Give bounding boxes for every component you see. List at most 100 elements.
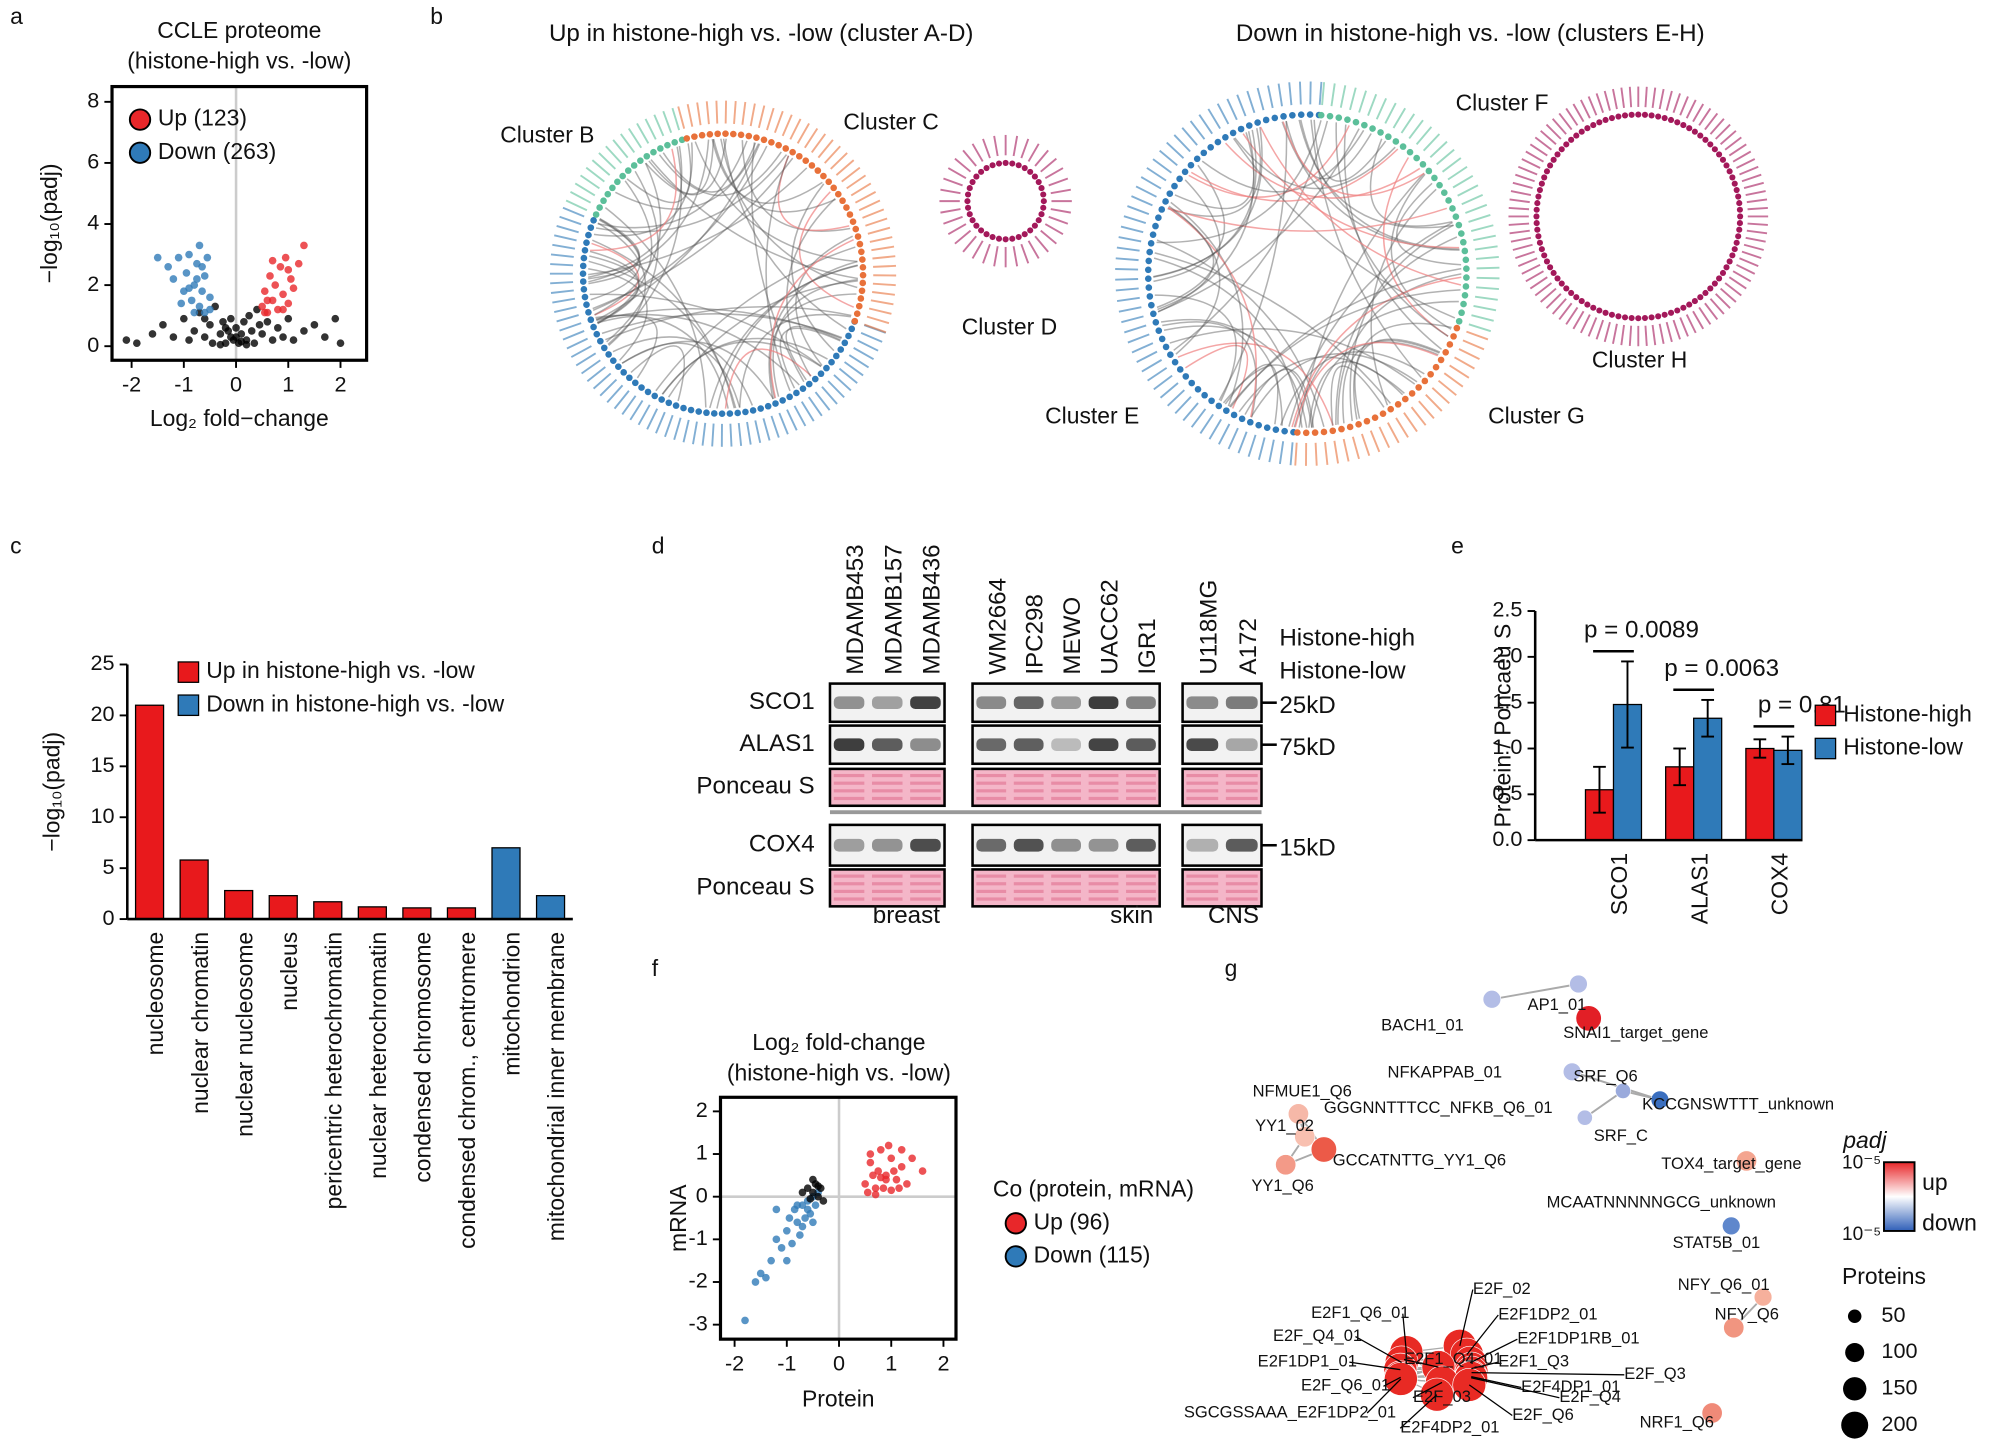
- gene-label-stub: [1431, 387, 1450, 405]
- gene-label-stub: [1208, 418, 1222, 440]
- gene-label-stub: [1333, 440, 1340, 464]
- ring-node: [772, 400, 779, 407]
- gene-label-stub: [1408, 119, 1424, 140]
- gene-label-stub: [1267, 85, 1274, 109]
- gene-label-stub: [1277, 83, 1283, 107]
- size-marker: 25kD: [1279, 692, 1335, 719]
- ring-node: [714, 130, 721, 138]
- gene-label-stub: [1603, 321, 1611, 343]
- ring-node: [973, 222, 980, 229]
- ponceau-band: [871, 796, 903, 801]
- protein-band: [910, 838, 941, 852]
- gene-label-stub: [1672, 319, 1681, 340]
- ring-node: [644, 388, 652, 396]
- gene-label-stub: [1736, 158, 1756, 169]
- gene-label-stub: [1367, 93, 1378, 116]
- gene-label-stub: [1447, 165, 1468, 181]
- point: [190, 327, 199, 335]
- gene-label-stub: [1034, 149, 1049, 167]
- chord: [590, 148, 677, 252]
- ring-node: [817, 370, 825, 378]
- point: [336, 339, 345, 347]
- gene-label-stub: [1378, 426, 1391, 449]
- point: [788, 1239, 796, 1248]
- point: [798, 1201, 807, 1210]
- chord: [750, 142, 805, 383]
- leader: [1383, 1376, 1401, 1387]
- point: [903, 1180, 911, 1188]
- chord: [655, 246, 856, 392]
- gene-label-stub: [971, 143, 984, 162]
- y-tick-label: -1: [689, 1225, 708, 1250]
- gene-label-stub: [682, 419, 690, 443]
- ring-node: [1015, 162, 1022, 169]
- leader: [1402, 1313, 1408, 1353]
- point: [185, 284, 193, 292]
- point: [169, 333, 178, 341]
- p-value: p = 0.0089: [1584, 616, 1699, 643]
- ring-node: [1602, 309, 1609, 316]
- ring-node: [1222, 133, 1229, 141]
- gene-label-stub: [800, 401, 815, 422]
- gene-label-stub: [1458, 348, 1480, 361]
- ring-node: [672, 402, 680, 409]
- gene-label-stub: [1719, 130, 1737, 145]
- ring-node: [969, 217, 976, 224]
- ring-node: [837, 346, 845, 353]
- point: [185, 250, 193, 259]
- gene-label-stub: [1342, 438, 1350, 462]
- gene-label-stub: [1558, 302, 1573, 320]
- ring-node: [859, 271, 867, 279]
- point: [216, 330, 225, 338]
- ring-node: [1377, 129, 1384, 136]
- gene-label-stub: [1044, 167, 1064, 180]
- ring-node: [1002, 236, 1009, 243]
- ring-node: [989, 162, 996, 169]
- gene-label-stub: [599, 378, 618, 397]
- point: [206, 305, 214, 314]
- chord: [596, 308, 842, 340]
- ring-node: [1009, 160, 1016, 167]
- ponceau-band: [1013, 796, 1044, 801]
- gene-label-stub: [1040, 229, 1057, 245]
- point: [174, 253, 183, 262]
- gene-label-stub: [1739, 257, 1759, 267]
- gene-label-stub: [993, 135, 999, 157]
- diagram-title: Up in histone-high vs. -low (cluster A-D…: [549, 20, 974, 47]
- chord: [1343, 124, 1443, 350]
- node: [1701, 1402, 1723, 1424]
- ring-node: [1573, 132, 1580, 139]
- ponceau-band: [833, 889, 865, 893]
- gene-label-stub: [1658, 323, 1665, 344]
- ring-node: [833, 352, 840, 360]
- node-label: E2F1_Q4_01: [1404, 1349, 1502, 1368]
- gene-label-stub: [1207, 108, 1221, 130]
- gene-label-stub: [655, 411, 666, 434]
- colorbar-label: up: [1922, 1169, 1947, 1195]
- node-label: E2F1DP1RB_01: [1517, 1329, 1639, 1348]
- gene-label-stub: [1732, 270, 1752, 283]
- y-tick-label: 8: [87, 88, 99, 113]
- chord: [1174, 132, 1255, 210]
- chord: [1173, 120, 1329, 351]
- gene-label-stub: [1012, 246, 1019, 267]
- gene-label-stub: [853, 347, 875, 361]
- node-label: NFY_Q6: [1715, 1304, 1779, 1323]
- gene-label-stub: [556, 225, 579, 234]
- chord: [661, 340, 822, 395]
- ring-node: [1655, 313, 1662, 320]
- ring-node: [1596, 119, 1603, 126]
- ring-node: [1297, 111, 1305, 118]
- y-tick-label: 1.0: [1492, 734, 1522, 759]
- node-label: NRF1_Q6: [1640, 1413, 1714, 1432]
- ring-node: [811, 375, 819, 383]
- ponceau-band: [833, 874, 865, 878]
- chord: [1201, 129, 1365, 193]
- ring-node: [1449, 205, 1456, 212]
- ring-node: [1158, 206, 1166, 213]
- row-label: ALAS1: [739, 730, 814, 757]
- node: [1735, 1150, 1758, 1172]
- y-tick-label: 15: [91, 752, 115, 777]
- gene-label-stub: [1510, 236, 1532, 243]
- ring-node: [1453, 324, 1461, 332]
